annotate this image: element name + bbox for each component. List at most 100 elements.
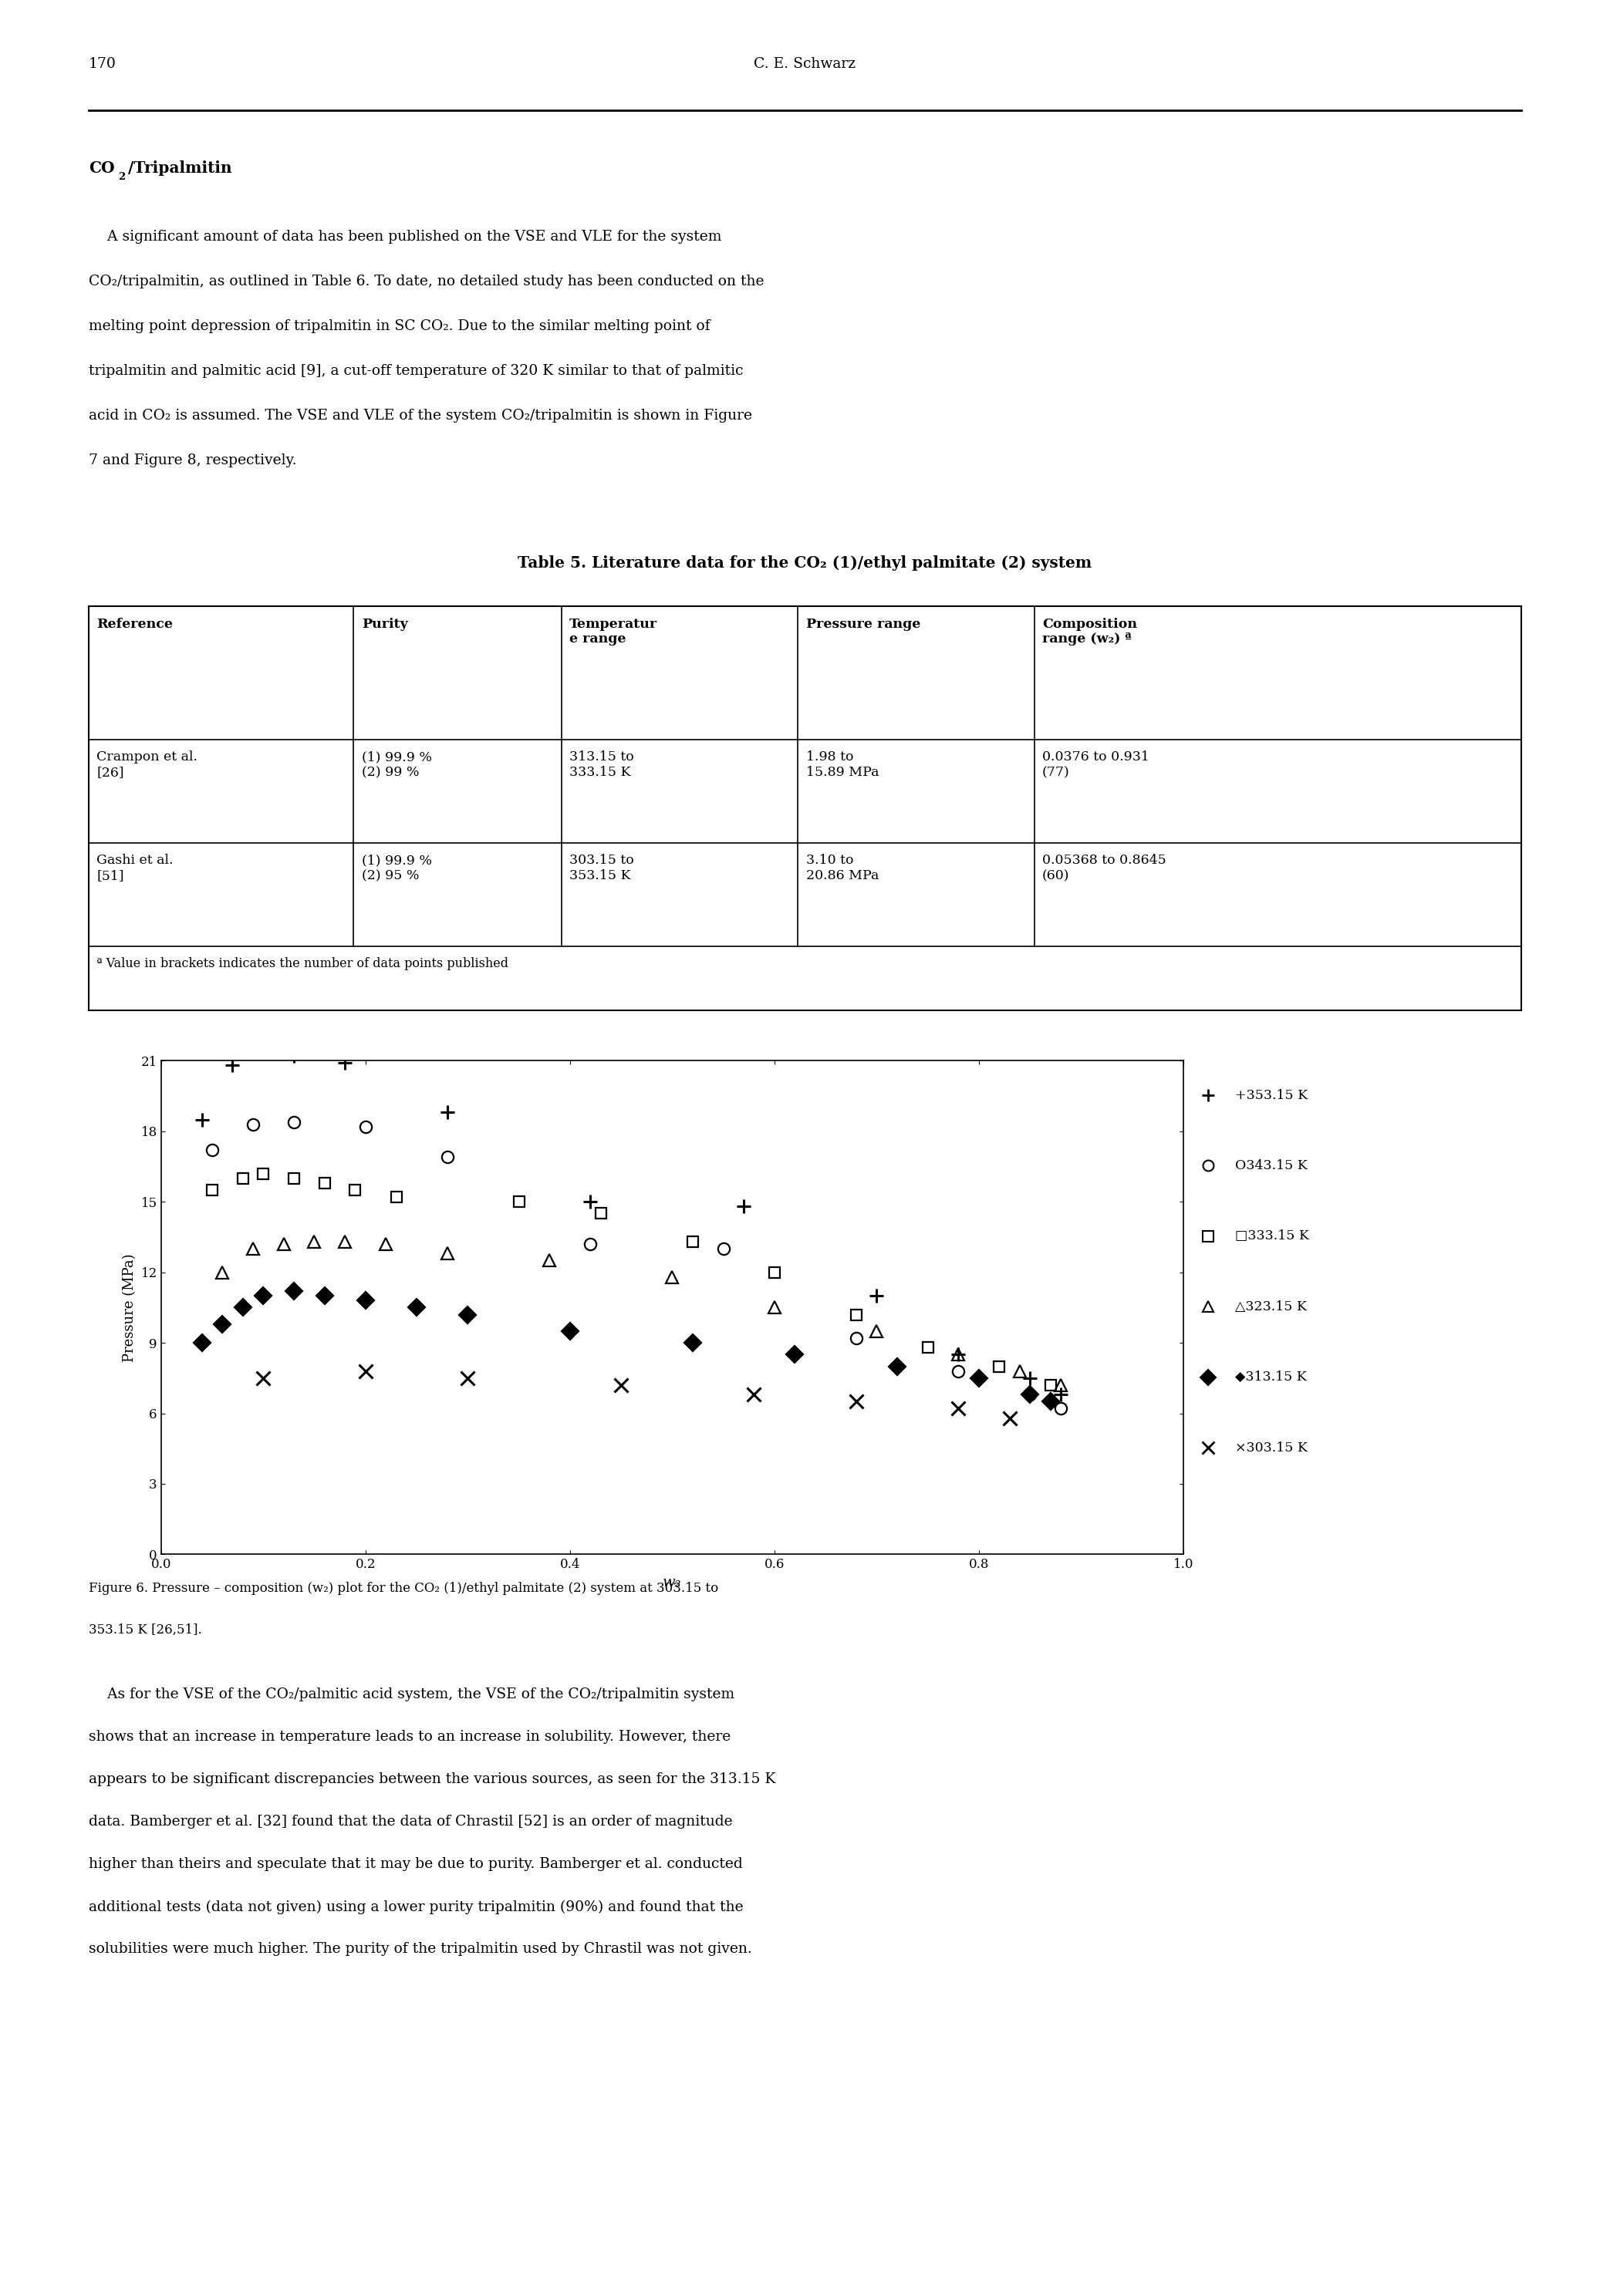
◆313.15 K [887,1352,906,1380]
Line: O343.15 K: O343.15 K [206,1116,1066,1414]
△323.15 K [335,1228,354,1256]
Line: +353.15 K: +353.15 K [195,1049,1067,1401]
×303.15 K [356,1357,375,1384]
Text: tripalmitin and palmitic acid [9], a cut-off temperature of 320 K similar to tha: tripalmitin and palmitic acid [9], a cut… [89,363,744,379]
□333.15 K [1040,1371,1059,1398]
Text: O343.15 K: O343.15 K [1235,1159,1307,1173]
□333.15 K [918,1334,937,1362]
◆313.15 K [407,1295,427,1322]
◆313.15 K [233,1295,253,1322]
Text: melting point depression of tripalmitin in SC CO₂. Due to the similar melting po: melting point depression of tripalmitin … [89,319,710,333]
△323.15 K [1009,1357,1029,1384]
Text: solubilities were much higher. The purity of the tripalmitin used by Chrastil wa: solubilities were much higher. The purit… [89,1942,752,1956]
Line: ×303.15 K: ×303.15 K [256,1364,1016,1426]
□333.15 K [346,1176,365,1203]
+353.15 K [192,1107,211,1134]
△323.15 K [866,1318,886,1345]
O343.15 K [243,1111,262,1139]
Text: Composition
range (w₂) ª: Composition range (w₂) ª [1042,618,1137,645]
△323.15 K [948,1341,968,1368]
×303.15 K [744,1380,763,1407]
Text: /Tripalmitin: /Tripalmitin [129,161,232,177]
O343.15 K [713,1235,733,1263]
Text: 3.10 to
20.86 MPa: 3.10 to 20.86 MPa [807,854,879,882]
△323.15 K [438,1240,457,1267]
◆313.15 K [356,1286,375,1313]
Text: Crampon et al.
[26]: Crampon et al. [26] [97,751,198,778]
△323.15 K [213,1258,232,1286]
Text: □333.15 K: □333.15 K [1235,1231,1309,1242]
Text: ª Value in brackets indicates the number of data points published: ª Value in brackets indicates the number… [97,957,509,971]
+353.15 K [222,1052,242,1079]
Text: Pressure range: Pressure range [807,618,921,631]
Text: 2: 2 [119,172,126,181]
□333.15 K [203,1176,222,1203]
◆313.15 K [786,1341,805,1368]
Text: (1) 99.9 %
(2) 99 %: (1) 99.9 % (2) 99 % [362,751,431,778]
×303.15 K [612,1371,631,1398]
◆313.15 K [192,1329,211,1357]
Text: C. E. Schwarz: C. E. Schwarz [753,57,857,71]
Text: ×303.15 K: ×303.15 K [1235,1442,1307,1453]
Text: 1.98 to
15.89 MPa: 1.98 to 15.89 MPa [807,751,879,778]
□333.15 K [233,1164,253,1192]
Text: Purity: Purity [362,618,407,631]
+353.15 K [948,1341,968,1368]
Text: 170: 170 [89,57,116,71]
X-axis label: w₂: w₂ [663,1575,681,1589]
Text: Reference: Reference [97,618,172,631]
Text: A significant amount of data has been published on the VSE and VLE for the syste: A significant amount of data has been pu… [89,230,721,243]
Text: +353.15 K: +353.15 K [1235,1088,1307,1102]
+353.15 K [1051,1380,1071,1407]
+353.15 K [335,1049,354,1077]
△323.15 K [663,1263,683,1290]
Text: Gashi et al.
[51]: Gashi et al. [51] [97,854,174,882]
O343.15 K [203,1137,222,1164]
◆313.15 K [254,1281,274,1309]
Text: 313.15 to
333.15 K: 313.15 to 333.15 K [570,751,634,778]
Line: ◆313.15 K: ◆313.15 K [196,1286,1056,1407]
◆313.15 K [683,1329,702,1357]
◆313.15 K [459,1302,478,1329]
□333.15 K [765,1258,784,1286]
+353.15 K [1021,1364,1040,1391]
O343.15 K [847,1325,866,1352]
Text: Temperatur
e range: Temperatur e range [570,618,657,645]
×303.15 K [459,1364,478,1391]
□333.15 K [990,1352,1009,1380]
Line: □333.15 K: □333.15 K [206,1169,1056,1391]
Text: As for the VSE of the CO₂/palmitic acid system, the VSE of the CO₂/tripalmitin s: As for the VSE of the CO₂/palmitic acid … [89,1688,734,1701]
×303.15 K [1000,1405,1019,1433]
◆313.15 K [213,1311,232,1339]
+353.15 K [866,1281,886,1309]
Text: 303.15 to
353.15 K: 303.15 to 353.15 K [570,854,634,882]
□333.15 K [591,1201,610,1228]
Text: acid in CO₂ is assumed. The VSE and VLE of the system CO₂/tripalmitin is shown i: acid in CO₂ is assumed. The VSE and VLE … [89,409,752,422]
□333.15 K [386,1182,406,1210]
Text: 0.0376 to 0.931
(77): 0.0376 to 0.931 (77) [1042,751,1150,778]
+353.15 K [438,1100,457,1127]
O343.15 K [356,1114,375,1141]
△323.15 K [765,1295,784,1322]
△323.15 K [243,1235,262,1263]
Text: additional tests (data not given) using a lower purity tripalmitin (90%) and fou: additional tests (data not given) using … [89,1899,744,1915]
Text: 7 and Figure 8, respectively.: 7 and Figure 8, respectively. [89,455,296,468]
+353.15 K [285,1042,304,1070]
□333.15 K [285,1164,304,1192]
□333.15 K [847,1302,866,1329]
×303.15 K [948,1396,968,1424]
Text: (1) 99.9 %
(2) 95 %: (1) 99.9 % (2) 95 % [362,854,431,882]
Text: CO₂/tripalmitin, as outlined in Table 6. To date, no detailed study has been con: CO₂/tripalmitin, as outlined in Table 6.… [89,273,765,289]
O343.15 K [948,1357,968,1384]
Text: △323.15 K: △323.15 K [1235,1300,1307,1313]
×303.15 K [847,1387,866,1414]
Text: data. Bamberger et al. [32] found that the data of Chrastil [52] is an order of : data. Bamberger et al. [32] found that t… [89,1814,733,1828]
Text: Figure 6. Pressure – composition (w₂) plot for the CO₂ (1)/ethyl palmitate (2) s: Figure 6. Pressure – composition (w₂) pl… [89,1582,718,1596]
+353.15 K [581,1187,601,1215]
Y-axis label: Pressure (MPa): Pressure (MPa) [122,1254,137,1362]
□333.15 K [254,1159,274,1187]
Text: 0.05368 to 0.8645
(60): 0.05368 to 0.8645 (60) [1042,854,1166,882]
Text: ◆313.15 K: ◆313.15 K [1235,1371,1307,1384]
Line: △323.15 K: △323.15 K [216,1235,1066,1391]
◆313.15 K [1040,1387,1059,1414]
